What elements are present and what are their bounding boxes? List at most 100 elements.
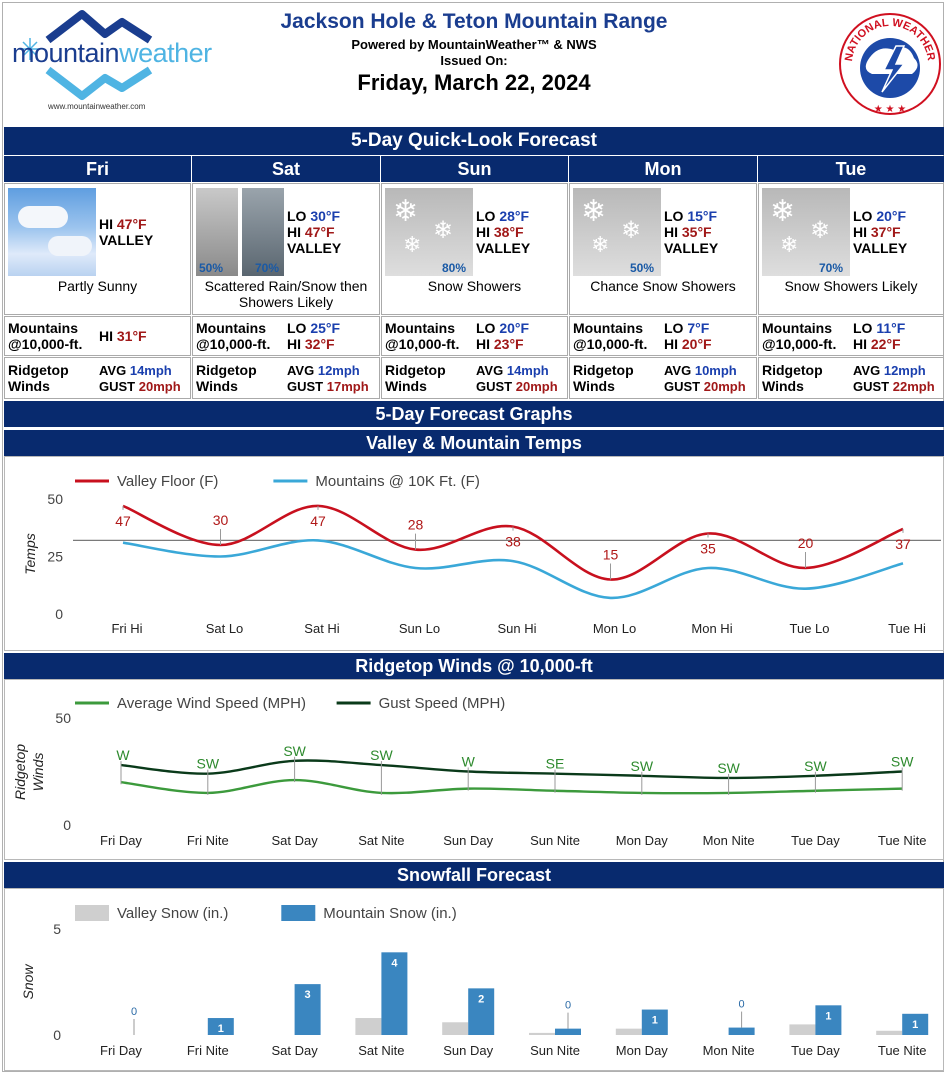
issued-label: Issued On: bbox=[440, 53, 508, 68]
valley-data-label: 47 bbox=[115, 513, 131, 529]
ridgetop-winds-cell: Ridgetop Winds AVG 14mph GUST 20mph bbox=[4, 357, 191, 399]
valley-data-label: 15 bbox=[603, 547, 619, 563]
x-tick-label: Sun Day bbox=[443, 1043, 493, 1058]
mountain-snow-bar bbox=[294, 984, 321, 1035]
lo-label: LO bbox=[287, 208, 307, 224]
avg-wind: AVG 12mph bbox=[853, 363, 926, 378]
mountainweather-logo-icon bbox=[20, 10, 153, 100]
y-tick-label: 0 bbox=[63, 817, 71, 833]
x-tick-label: Sat Day bbox=[271, 833, 318, 848]
mountains-label: Mountains bbox=[573, 320, 643, 336]
winds-chart-box: Average Wind Speed (MPH) Gust Speed (MPH)… bbox=[4, 679, 944, 860]
snow-data-label: 4 bbox=[391, 957, 398, 969]
precip-chance: 50% bbox=[199, 261, 224, 275]
x-tick-label: Tue Hi bbox=[888, 621, 926, 636]
x-tick-label: Sat Nite bbox=[358, 1043, 404, 1058]
legend-label: Valley Snow (in.) bbox=[117, 905, 228, 922]
valley-snow-bar bbox=[615, 1028, 642, 1035]
graphs-title: 5-Day Forecast Graphs bbox=[4, 401, 944, 427]
x-tick-label: Mon Nite bbox=[703, 833, 755, 848]
svg-text:★ ★ ★: ★ ★ ★ bbox=[874, 104, 906, 115]
ridgetop-winds-cell: Ridgetop Winds AVG 10mph GUST 20mph bbox=[569, 357, 757, 399]
valley-label: VALLEY bbox=[853, 240, 908, 256]
x-tick-label: Fri Nite bbox=[187, 1043, 229, 1058]
day-forecast-cell: ❄ ❄ ❄ 70% LO 20°F HI 37°F VALLEY Snow Showers L… bbox=[758, 183, 944, 315]
mountain-hi-value: 32°F bbox=[304, 336, 335, 352]
day-forecast-cell: ❄ ❄ ❄ 50% LO 15°F HI 35°F VALLEY Chance Snow Sh… bbox=[569, 183, 757, 315]
hi-label: HI bbox=[287, 224, 301, 240]
x-tick-label: Mon Day bbox=[616, 1043, 669, 1058]
precip-chance: 50% bbox=[630, 261, 655, 275]
powered-by: Powered by MountainWeather™ & NWS bbox=[351, 37, 597, 52]
mountain-temps-cell: Mountains @10,000-ft. LO 25°F HI 32°F bbox=[192, 316, 380, 356]
valley-label: VALLEY bbox=[287, 240, 342, 256]
lo-value: 28°F bbox=[499, 208, 530, 224]
logo-word-mountain: mountain bbox=[12, 38, 120, 68]
gust-wind: GUST 17mph bbox=[287, 379, 369, 394]
gust-wind-value: 20mph bbox=[703, 379, 746, 394]
gust-wind: GUST 22mph bbox=[853, 379, 935, 394]
y-tick-label: 50 bbox=[47, 491, 63, 507]
lo-label: LO bbox=[476, 208, 496, 224]
valley-lo: LO 15°F bbox=[664, 208, 717, 224]
y-tick-label: 25 bbox=[47, 549, 63, 565]
rain-snow-icon bbox=[196, 188, 284, 276]
mountain-snow-bar bbox=[207, 1018, 234, 1035]
mountain-snow-bar bbox=[728, 1027, 755, 1035]
valley-snow-bar bbox=[442, 1022, 469, 1035]
mountain-snow-bar bbox=[641, 1009, 668, 1035]
valley-label: VALLEY bbox=[99, 232, 154, 248]
avg-wind-value: 10mph bbox=[694, 363, 737, 378]
avg-label: AVG bbox=[99, 363, 127, 378]
mountain-snow-bar bbox=[815, 1005, 842, 1035]
day-forecast-cell: ❄ ❄ ❄ 80% LO 28°F HI 38°F VALLEY Snow Showers bbox=[381, 183, 568, 315]
lo-value: 20°F bbox=[876, 208, 907, 224]
snow-icon: ❄ ❄ ❄ bbox=[385, 188, 473, 276]
valley-snow-bar bbox=[876, 1030, 903, 1035]
logo-url[interactable]: www.mountainweather.com bbox=[48, 102, 146, 111]
hi-value: 37°F bbox=[870, 224, 901, 240]
x-tick-label: Sun Nite bbox=[530, 833, 580, 848]
gust-wind: GUST 20mph bbox=[99, 379, 181, 394]
mountain-lo-value: 11°F bbox=[876, 320, 906, 336]
valley-lo: LO 20°F bbox=[853, 208, 906, 224]
mountain-hi: HI 32°F bbox=[287, 336, 335, 352]
hi-label: HI bbox=[853, 224, 867, 240]
hi-label: HI bbox=[99, 216, 113, 232]
issued-date: Friday, March 22, 2024 bbox=[357, 70, 591, 95]
gust-label: GUST bbox=[99, 379, 136, 394]
condition-text: Partly Sunny bbox=[57, 278, 138, 294]
x-tick-label: Sat Hi bbox=[304, 621, 340, 636]
logo-wordmark: mountainweather bbox=[12, 38, 212, 69]
hi-label: HI bbox=[664, 336, 678, 352]
mountain-hi-value: 31°F bbox=[116, 328, 147, 344]
precip-chance: 80% bbox=[442, 261, 467, 275]
snow-data-label: 3 bbox=[305, 989, 311, 1001]
wind-direction-label: SE bbox=[546, 756, 565, 772]
day-header-sun: Sun bbox=[381, 156, 568, 182]
ridgetop-label: Ridgetop bbox=[385, 362, 446, 378]
ridgetop-label: Ridgetop bbox=[762, 362, 823, 378]
mountain-hi-value: 23°F bbox=[493, 336, 524, 352]
day-header-fri: Fri bbox=[4, 156, 191, 182]
lo-value: 15°F bbox=[687, 208, 718, 224]
valley-data-label: 37 bbox=[895, 536, 911, 552]
x-tick-label: Mon Lo bbox=[593, 621, 636, 636]
page-title: Jackson Hole & Teton Mountain Range bbox=[280, 10, 668, 33]
mountain-lo-value: 25°F bbox=[310, 320, 341, 336]
mountains-label: Mountains bbox=[762, 320, 832, 336]
legend-swatch bbox=[75, 905, 109, 921]
elevation-label: @10,000-ft. bbox=[8, 336, 83, 352]
elevation-label: @10,000-ft. bbox=[762, 336, 837, 352]
valley-lo: LO 30°F bbox=[287, 208, 340, 224]
hi-value: 38°F bbox=[493, 224, 524, 240]
snow-data-label: 1 bbox=[912, 1019, 918, 1031]
x-tick-label: Fri Nite bbox=[187, 833, 229, 848]
avg-wind: AVG 10mph bbox=[664, 363, 737, 378]
temps-chart: Valley Floor (F) Mountains @ 10K Ft. (F) T… bbox=[22, 473, 941, 636]
mountain-snow-bar bbox=[902, 1013, 929, 1035]
snow-data-label: 2 bbox=[478, 993, 484, 1005]
hi-label: HI bbox=[476, 336, 490, 352]
y-axis-label: Ridgetop bbox=[12, 744, 28, 800]
mountain-lo: LO 7°F bbox=[664, 320, 709, 336]
